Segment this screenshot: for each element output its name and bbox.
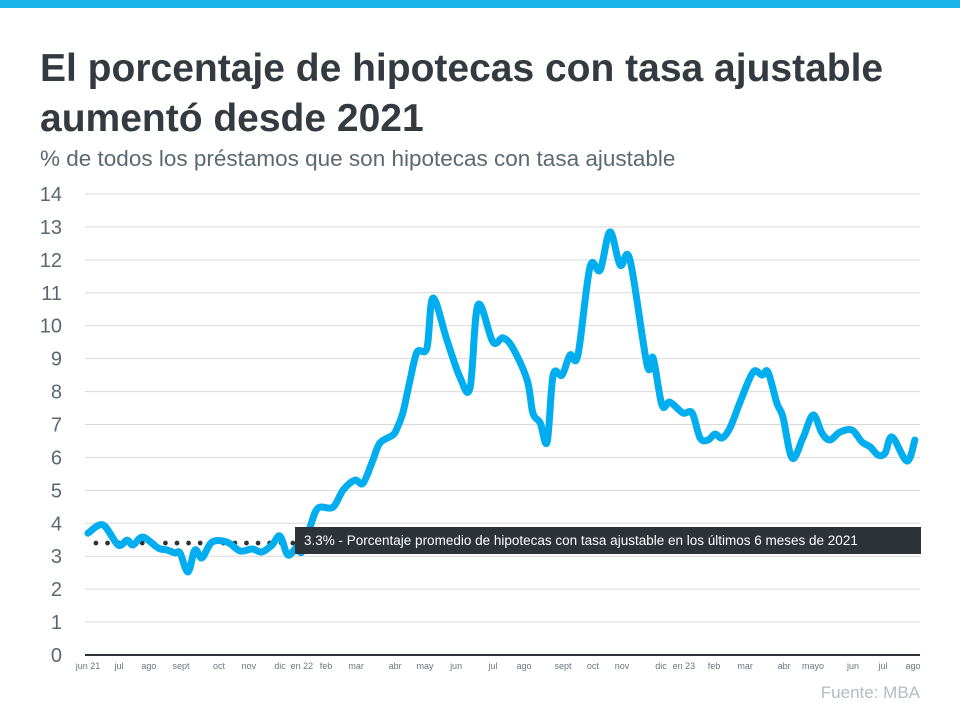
average-dot [163,540,168,546]
x-tick-label: abr [778,661,791,671]
y-tick-label: 1 [51,612,62,634]
gridlines [85,193,920,623]
x-tick-label: abr [389,661,402,671]
average-dot [93,540,99,546]
x-tick-label: nov [242,661,257,671]
x-tick-label: may [416,661,434,671]
y-tick-label: 11 [41,283,62,305]
x-tick-label: en 23 [673,661,696,671]
y-tick-label: 3 [51,546,62,568]
y-tick-label: 4 [51,513,62,535]
y-tick-label: 5 [51,480,62,502]
x-tick-label: ago [516,661,531,671]
average-annotation: 3.3% - Porcentaje promedio de hipotecas … [295,527,921,554]
x-tick-label: mayo [802,661,824,671]
x-tick-label: jun 21 [75,661,101,671]
source-note: Fuente: MBA [820,683,920,702]
y-tick-label: 8 [51,382,62,404]
x-tick-label: jun [846,661,859,671]
x-tick-label: mar [348,661,364,671]
x-tick-label: ago [141,661,156,671]
x-tick-label: feb [320,661,333,671]
x-tick-label: mar [737,661,753,671]
x-tick-label: en 22 [291,661,314,671]
average-dot [139,540,145,546]
series-line-arm-share [84,228,919,576]
x-tick-label: ago [905,661,920,671]
x-tick-label: oct [213,661,226,671]
top-accent-bar [0,0,960,8]
x-tick-label: nov [615,661,630,671]
average-dot [255,540,261,546]
y-tick-label: 2 [51,579,62,601]
x-axis-ticks: jun 21 jul ago sept oct nov dic en 22 feb mar abr m… [75,661,921,671]
x-tick-label: dic [274,661,286,671]
average-dot [244,540,249,546]
chart-subtitle: % de todos los préstamos que son hipotec… [40,146,676,171]
y-tick-label: 12 [40,250,62,272]
y-tick-label: 9 [51,349,62,371]
average-dot [186,540,191,546]
x-tick-label: jul [487,661,497,671]
x-tick-label: jul [114,661,124,671]
x-tick-label: sept [555,661,573,671]
x-tick-label: sept [172,661,190,671]
average-dot [197,540,203,546]
x-tick-label: feb [708,661,721,671]
y-tick-label: 0 [51,645,62,667]
x-tick-label: dic [655,661,667,671]
y-tick-label: 7 [51,415,62,437]
y-tick-label: 13 [40,217,62,239]
average-dot [290,540,296,546]
y-tick-label: 6 [51,447,62,469]
average-dot [105,540,110,546]
x-tick-label: jun [449,661,462,671]
y-tick-label: 14 [40,184,62,206]
chart-title: El porcentaje de hipotecas con tasa ajus… [40,47,884,140]
average-dot [174,540,180,546]
x-tick-label: oct [587,661,600,671]
x-tick-label: jul [877,661,887,671]
y-tick-label: 10 [40,316,62,338]
